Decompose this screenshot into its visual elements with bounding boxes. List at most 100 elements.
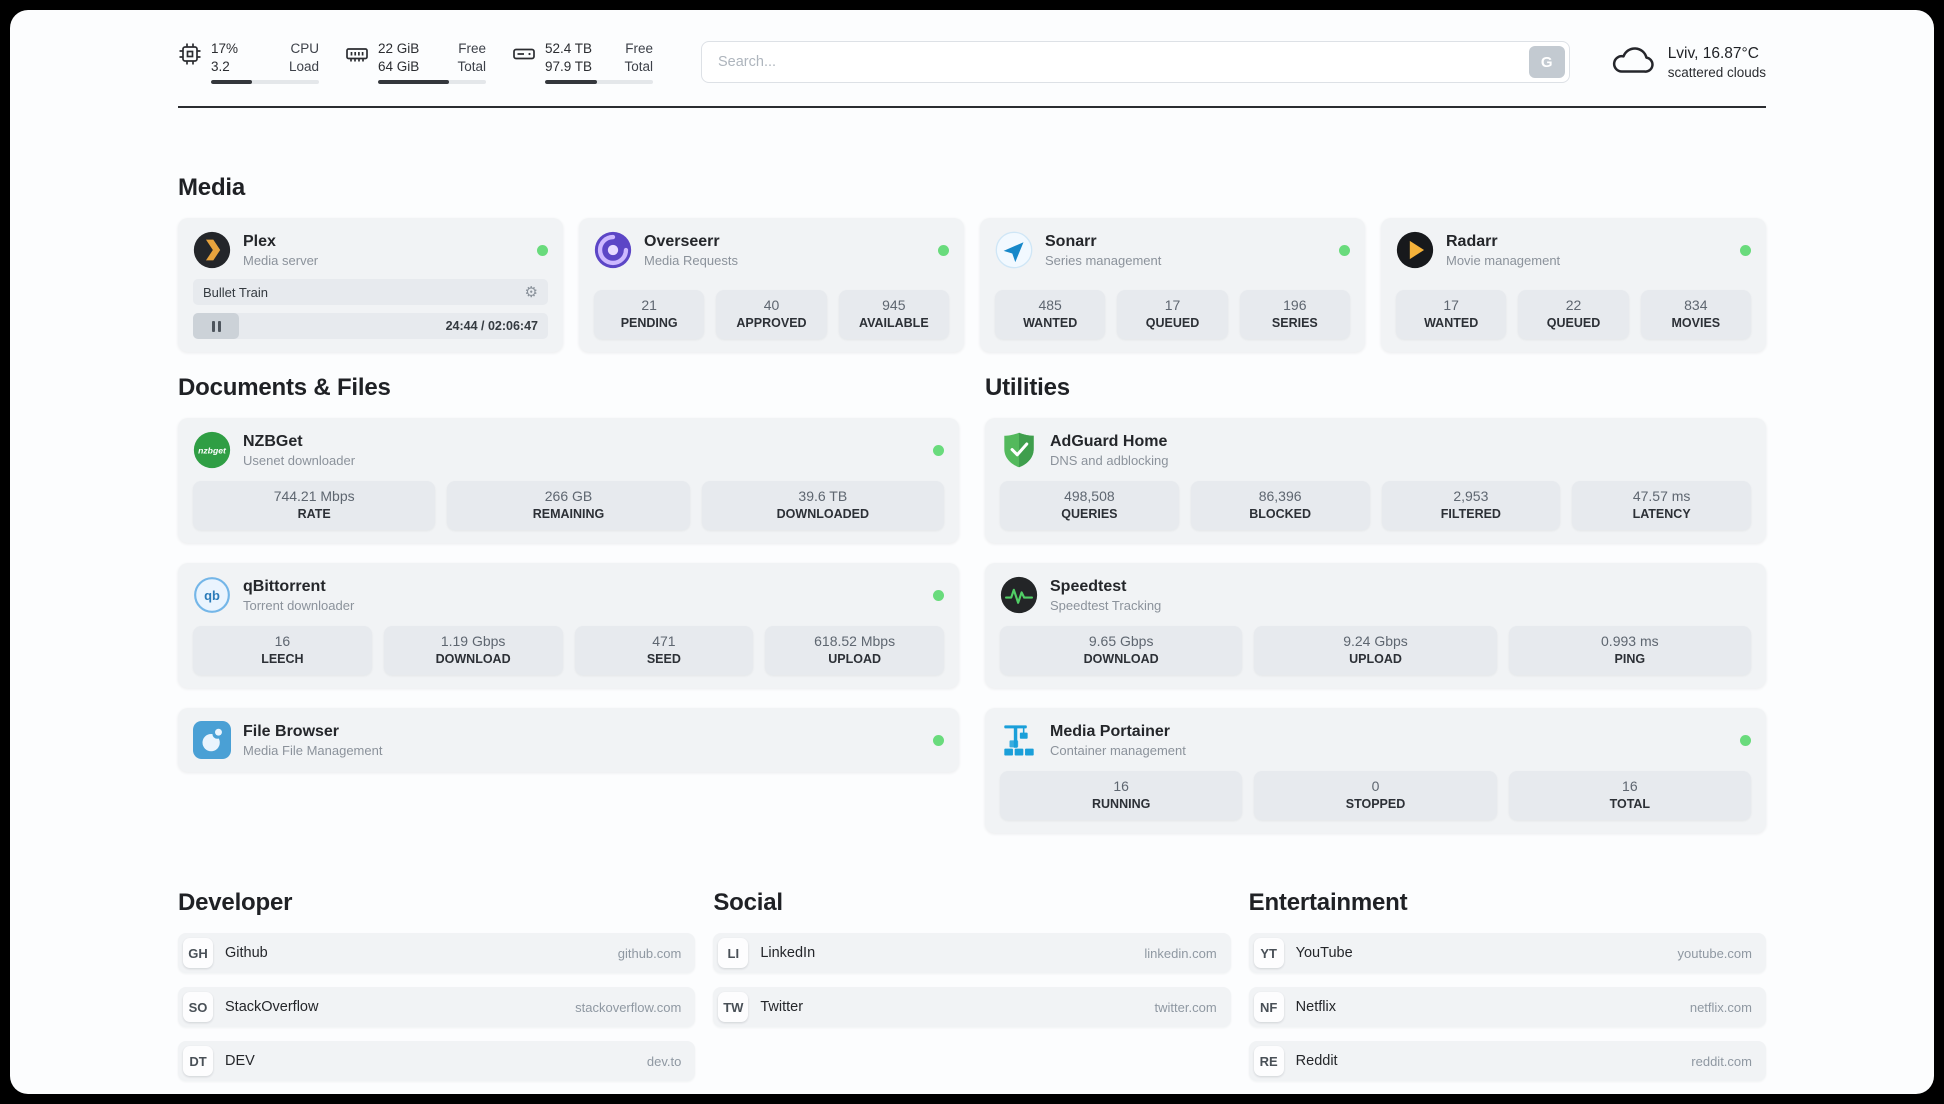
app-card-plex[interactable]: Plex Media server Bullet Train ⚙ 24:44 /… [178,218,563,352]
disk-free-value: 52.4 TB [545,41,593,56]
cpu-metric: 17% CPU 3.2 Load [178,40,319,84]
svg-text:qb: qb [204,588,220,603]
media-grid: Plex Media server Bullet Train ⚙ 24:44 /… [178,218,1766,352]
cpu-load-value: 3.2 [211,59,230,74]
bookmark-url: github.com [617,945,682,961]
weather-widget[interactable]: Lviv, 16.87°C scattered clouds [1610,43,1766,82]
bookmark-name: DEV [225,1053,255,1069]
bookmark-url: youtube.com [1677,945,1752,961]
twitter-badge: TW [718,992,749,1022]
app-name: Sonarr [1045,232,1097,250]
status-dot [537,244,548,256]
disk-usage-bar [545,80,653,84]
stat-tile-wanted: 17 WANTED [1396,290,1507,339]
status-dot [933,444,944,456]
app-card-nzbget[interactable]: nzbget NZBGet Usenet downloader 744.21 M… [178,418,959,543]
ram-icon [345,42,369,66]
ram-metric: 22 GiB Free 64 GiB Total [345,40,486,84]
plex-icon [193,231,231,269]
app-card-speedtest[interactable]: Speedtest Speedtest Tracking 9.65 Gbps DO… [985,563,1766,688]
disk-icon [512,42,536,66]
bookmark-netflix[interactable]: NF Netflix netflix.com [1248,987,1766,1027]
app-subtitle: Speedtest Tracking [1050,597,1162,613]
disk-metric: 52.4 TB Free 97.9 TB Total [512,40,653,84]
dashboard-page: 17% CPU 3.2 Load 22 GiB Free 64 GiB Total 52… [10,10,1934,1094]
app-subtitle: DNS and adblocking [1050,452,1169,468]
stat-tile-queued: 17 QUEUED [1117,290,1228,339]
bookmark-stackoverflow[interactable]: SO StackOverflow stackoverflow.com [178,987,696,1027]
bookmark-url: stackoverflow.com [575,999,682,1015]
bookmark-twitter[interactable]: TW Twitter twitter.com [713,987,1231,1027]
youtube-badge: YT [1253,938,1284,968]
gear-icon[interactable]: ⚙ [524,283,538,301]
app-card-adguard[interactable]: AdGuard Home DNS and adblocking 498,508 Q… [985,418,1766,543]
app-name: Plex [243,232,276,250]
stat-tile-approved: 40 APPROVED [716,290,827,339]
app-name: Radarr [1446,232,1498,250]
search-engine-button[interactable]: G [1528,46,1565,78]
section-title-social: Social [713,889,783,916]
bookmark-reddit[interactable]: RE Reddit reddit.com [1248,1041,1766,1081]
app-name: AdGuard Home [1050,432,1168,450]
bookmark-linkedin[interactable]: LI LinkedIn linkedin.com [713,933,1231,973]
cpu-percent: 17% [211,41,239,56]
app-card-qbittorrent[interactable]: qb qBittorrent Torrent downloader 16 LEEC… [178,563,959,688]
app-name: Media Portainer [1050,722,1171,740]
stat-tile-rate: 744.21 Mbps RATE [193,481,436,530]
pause-button[interactable] [193,313,239,339]
github-badge: GH [183,938,213,968]
speedtest-icon [1000,576,1038,614]
adguard-icon [1000,431,1038,469]
bookmark-youtube[interactable]: YT YouTube youtube.com [1248,933,1766,973]
app-name: Overseerr [644,232,720,250]
reddit-badge: RE [1253,1046,1284,1076]
bookmark-url: twitter.com [1154,999,1217,1015]
weather-location: Lviv, 16.87°C [1667,44,1759,62]
bookmarks-developer: Developer GH Github github.com SO StackO… [178,889,696,1081]
radarr-icon [1396,231,1434,269]
ram-free-value: 22 GiB [378,41,420,56]
bookmark-name: LinkedIn [760,945,816,961]
overseerr-icon [594,231,632,269]
bookmark-github[interactable]: GH Github github.com [178,933,696,973]
bookmark-dev[interactable]: DT DEV dev.to [178,1041,696,1081]
app-card-sonarr[interactable]: Sonarr Series management 485 WANTED 17 QUE… [980,218,1365,352]
app-name: NZBGet [243,432,303,450]
app-card-radarr[interactable]: Radarr Movie management 17 WANTED 22 QUEUE… [1381,218,1766,352]
stat-tile-remaining: 266 GB REMAINING [447,481,690,530]
portainer-icon [1000,721,1038,759]
ram-label-1: Free [458,41,486,56]
cloud-icon [1610,43,1656,82]
playback-progress-bar[interactable]: 24:44 / 02:06:47 [193,313,548,339]
app-card-portainer[interactable]: Media Portainer Container management 16 R… [985,708,1766,833]
search-input[interactable] [701,41,1570,83]
stat-tile-ping: 0.993 ms PING [1508,626,1751,675]
disk-label-1: Free [625,41,653,56]
section-title-media: Media [178,174,246,201]
bookmark-name: StackOverflow [225,999,319,1015]
stat-tile-queued: 22 QUEUED [1518,290,1629,339]
qbittorrent-icon: qb [193,576,231,614]
cpu-label-1: CPU [290,41,319,56]
playback-time: 24:44 / 02:06:47 [445,319,538,333]
section-title-utilities: Utilities [985,374,1070,401]
sonarr-icon [995,231,1033,269]
app-card-filebrowser[interactable]: File Browser Media File Management [178,708,959,772]
status-dot [933,734,944,746]
app-card-overseerr[interactable]: Overseerr Media Requests 21 PENDING 40 APP… [579,218,964,352]
weather-condition: scattered clouds [1667,64,1766,80]
netflix-badge: NF [1253,992,1284,1022]
svg-text:nzbget: nzbget [198,445,227,455]
stat-tile-seed: 471 SEED [574,626,754,675]
cpu-usage-bar [211,80,319,84]
app-name: Speedtest [1050,577,1127,595]
stackoverflow-badge: SO [183,992,213,1022]
app-subtitle: Movie management [1446,252,1561,268]
bookmarks-entertainment: Entertainment YT YouTube youtube.com NF … [1248,889,1766,1081]
stat-tile-pending: 21 PENDING [594,290,705,339]
bookmark-url: linkedin.com [1144,945,1217,961]
stat-tile-available: 945 AVAILABLE [838,290,949,339]
bookmark-name: Github [225,945,268,961]
status-dot [1339,244,1350,256]
app-subtitle: Torrent downloader [243,597,355,613]
